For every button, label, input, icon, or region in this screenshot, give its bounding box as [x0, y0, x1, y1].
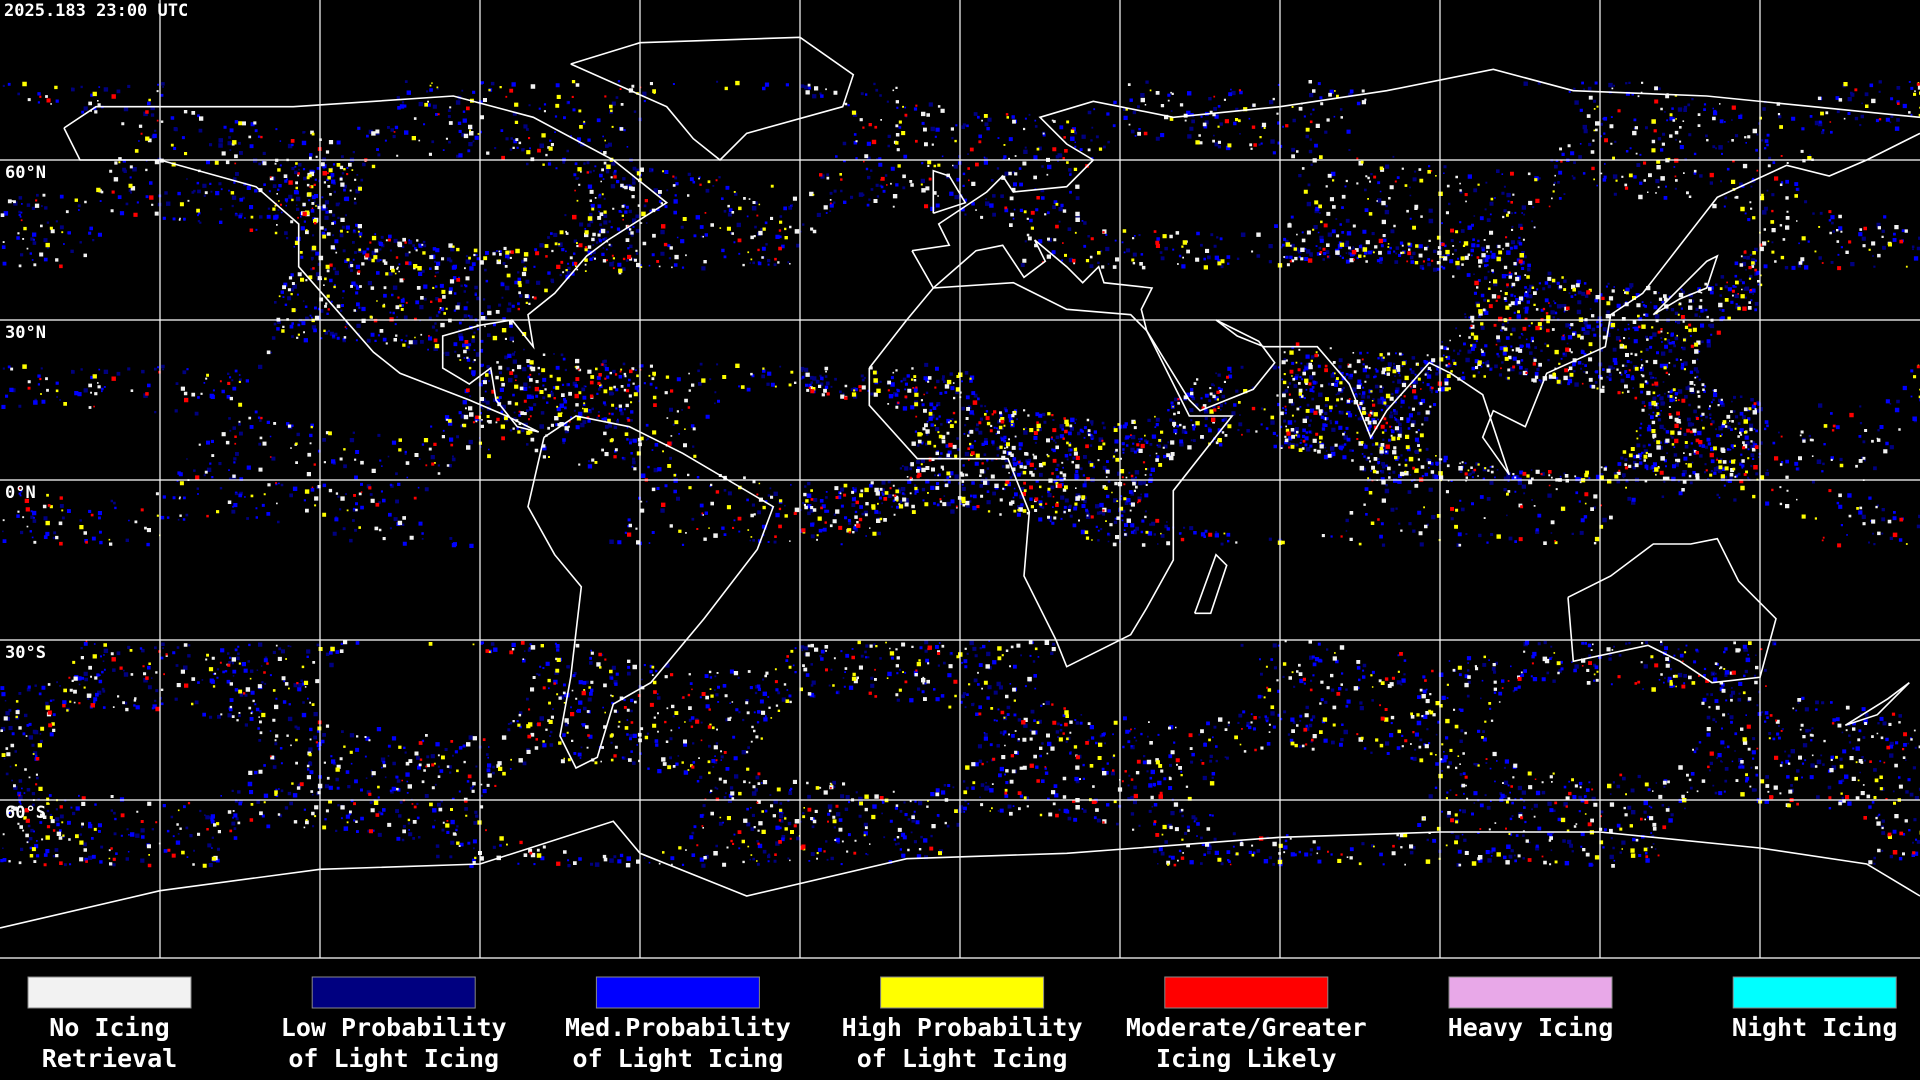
- coastline: [1652, 254, 1719, 316]
- coastlines: [0, 36, 1920, 929]
- coastline: [911, 132, 1920, 476]
- legend-swatch: [27, 976, 192, 1009]
- legend-label: Low Probability: [281, 1013, 507, 1042]
- latitude-label: 30°N: [5, 323, 46, 343]
- legend-label: High Probability: [842, 1013, 1083, 1042]
- legend-swatch: [311, 976, 476, 1009]
- coastline: [570, 36, 855, 162]
- legend-label: of Light Icing: [573, 1044, 784, 1073]
- legend-label: Retrieval: [42, 1044, 177, 1073]
- latitude-label: 0°N: [5, 483, 36, 503]
- timestamp: 2025.183 23:00 UTC: [4, 1, 188, 21]
- legend-label: Med.Probability: [565, 1013, 791, 1042]
- graticule: [0, 0, 1920, 958]
- legend-label: Moderate/Greater: [1126, 1013, 1367, 1042]
- coastline: [63, 95, 669, 433]
- legend-swatch: [880, 976, 1045, 1009]
- coastline: [1193, 553, 1228, 615]
- coastline: [0, 820, 1920, 929]
- coastline: [868, 281, 1234, 668]
- legend-label: Icing Likely: [1156, 1044, 1337, 1073]
- legend-swatch: [1164, 976, 1329, 1009]
- coastline: [1567, 537, 1777, 684]
- latitude-label: 60°S: [5, 803, 46, 823]
- coastline: [911, 68, 1920, 252]
- legend-label: of Light Icing: [857, 1044, 1068, 1073]
- latitude-label: 30°S: [5, 643, 46, 663]
- legend-label: Night Icing: [1732, 1013, 1898, 1042]
- legend-label: Heavy Icing: [1448, 1013, 1614, 1042]
- latitude-label: 60°N: [5, 163, 46, 183]
- legend-swatch: [1732, 976, 1897, 1009]
- latitude-labels: 60°N 30°N 0°N 30°S 60°S: [5, 163, 46, 823]
- legend-swatch: [595, 976, 760, 1009]
- legend-label: of Light Icing: [288, 1044, 499, 1073]
- legend-swatch: [1448, 976, 1613, 1009]
- legend-label: No Icing: [49, 1013, 169, 1042]
- coastline: [1844, 682, 1910, 727]
- coastline: [527, 415, 775, 770]
- coastline: [932, 169, 967, 215]
